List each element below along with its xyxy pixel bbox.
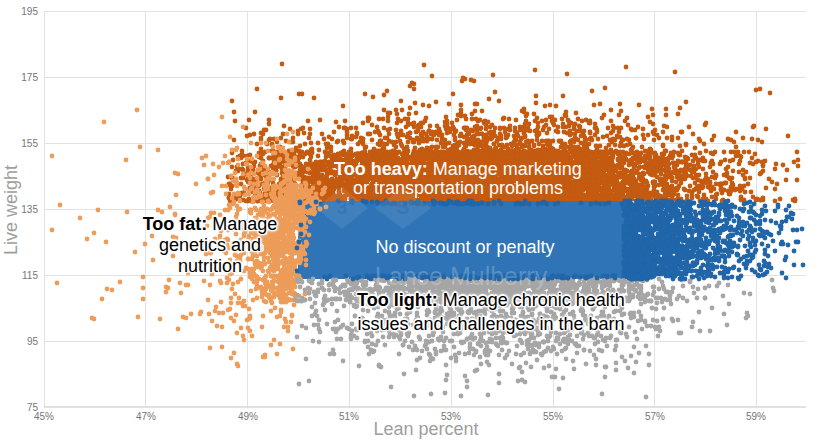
svg-text:S: S <box>396 196 409 218</box>
svg-text:3: 3 <box>336 196 347 218</box>
